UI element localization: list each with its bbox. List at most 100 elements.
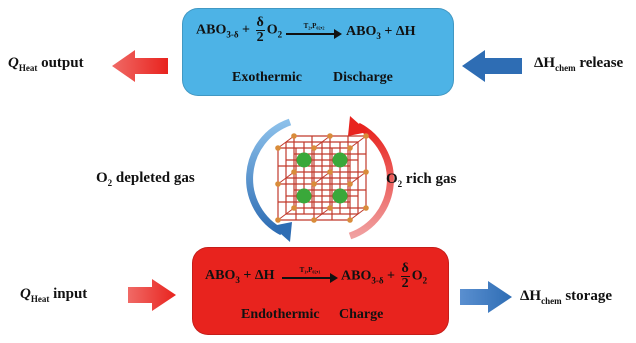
- discharge-plus: +: [242, 22, 250, 38]
- charge-process-label: Charge: [339, 307, 384, 322]
- q-input-text: input: [49, 286, 88, 302]
- discharge-equation: ABO3-δ + δ 2 O2: [196, 16, 282, 45]
- lattice-bond: [313, 135, 331, 149]
- depleted-text: depleted gas: [112, 170, 195, 186]
- discharge-arrowhead: [334, 29, 342, 39]
- q-output-sub: Heat: [18, 63, 38, 73]
- discharge-lhs: ABO: [196, 22, 227, 38]
- lattice-b-cation: [327, 169, 333, 175]
- discharge-rhs-sub: 3: [376, 30, 381, 41]
- q-output-symbol: Q: [8, 55, 19, 71]
- lattice-a-cation: [332, 188, 348, 204]
- charge-equation: ABO3 + ΔH: [205, 268, 275, 285]
- discharge-o2: O: [266, 22, 278, 38]
- lattice-bond: [277, 135, 295, 149]
- lattice-b-cation: [327, 205, 333, 211]
- lattice-bond: [349, 207, 367, 221]
- lattice-b-cation: [291, 205, 297, 211]
- discharge-product: ABO3 + ΔH: [346, 24, 416, 41]
- discharge-rhs: ABO: [346, 24, 377, 39]
- storage-symbol: ΔH: [520, 288, 542, 304]
- discharge-arrow-condition: T₂,P₀₂,₂: [303, 22, 325, 30]
- o2-depleted-gas-label: O2 depleted gas: [96, 170, 195, 188]
- lattice-a-cation: [332, 152, 348, 168]
- q-input-arrow: [128, 279, 176, 311]
- charge-reaction-arrow: [282, 277, 334, 279]
- charge-lhs-extra: + ΔH: [243, 268, 275, 283]
- q-input-symbol: Q: [20, 286, 31, 302]
- q-output-arrow: [112, 50, 168, 82]
- lattice-b-cation: [363, 205, 369, 211]
- lattice-b-cation: [363, 169, 369, 175]
- dh-chem-release-label: ΔHchem release: [534, 55, 623, 73]
- release-arrow: [462, 50, 522, 82]
- lattice-a-cation: [296, 152, 312, 168]
- lattice-b-cation: [363, 133, 369, 139]
- charge-o2-sub: 2: [422, 275, 428, 286]
- charge-frac-num: δ: [400, 261, 410, 277]
- rich-text: rich gas: [402, 171, 457, 187]
- charge-o2: O: [411, 268, 423, 284]
- lattice-bond: [277, 171, 295, 185]
- discharge-process-label: Discharge: [333, 70, 393, 85]
- lattice-b-cation: [347, 217, 353, 223]
- lattice-bond: [349, 135, 367, 149]
- release-sub: chem: [555, 63, 576, 73]
- lattice-b-cation: [291, 133, 297, 139]
- lattice-b-cation: [327, 133, 333, 139]
- charge-frac-den: 2: [401, 276, 409, 291]
- lattice-b-cation: [311, 217, 317, 223]
- charge-box: [192, 247, 449, 335]
- depleted-sub: 2: [107, 178, 113, 188]
- o2-rich-gas-label: O2 rich gas: [386, 171, 456, 189]
- dh-chem-storage-label: ΔHchem storage: [520, 288, 612, 306]
- crystal-icon: [275, 133, 369, 223]
- discharge-lhs-sub: 3-δ: [226, 29, 239, 40]
- charge-lhs-sub: 3: [235, 274, 240, 285]
- lattice-b-cation: [291, 169, 297, 175]
- charge-plus: +: [387, 268, 395, 284]
- depleted-o: O: [96, 170, 108, 186]
- storage-arrow: [460, 281, 512, 313]
- rich-sub: 2: [397, 179, 403, 189]
- release-text: release: [575, 55, 624, 71]
- lattice-b-cation: [275, 181, 281, 187]
- q-input-sub: Heat: [30, 294, 50, 304]
- rich-o: O: [386, 171, 398, 187]
- lattice-a-cation: [296, 188, 312, 204]
- lattice-bond: [313, 171, 331, 185]
- storage-sub: chem: [541, 296, 562, 306]
- discharge-reaction-arrow: [286, 33, 338, 35]
- charge-arrow-condition: T₁,P₀₂,₁: [299, 266, 321, 274]
- lattice-b-cation: [311, 181, 317, 187]
- lattice-b-cation: [275, 145, 281, 151]
- lattice-bond: [349, 171, 367, 185]
- charge-arrowhead: [330, 273, 338, 283]
- discharge-rhs-extra: + ΔH: [384, 24, 416, 39]
- cycle-icon: [246, 116, 394, 242]
- lattice-b-cation: [347, 181, 353, 187]
- charge-rhs: ABO: [341, 268, 372, 284]
- charge-lhs: ABO: [205, 268, 236, 283]
- q-heat-input-label: QHeat input: [20, 286, 87, 304]
- lattice-b-cation: [347, 145, 353, 151]
- discharge-box: [182, 8, 454, 96]
- lattice-bond: [277, 207, 295, 221]
- discharge-mode-label: Exothermic: [232, 70, 302, 85]
- charge-mode-label: Endothermic: [241, 307, 320, 322]
- charge-rhs-sub: 3-δ: [371, 275, 384, 286]
- lattice-bond: [313, 207, 331, 221]
- storage-text: storage: [561, 288, 612, 304]
- q-heat-output-label: QHeat output: [8, 55, 84, 73]
- lattice-b-cation: [311, 145, 317, 151]
- charge-product: ABO3-δ + δ 2 O2: [341, 262, 427, 291]
- discharge-frac-num: δ: [255, 15, 265, 31]
- discharge-frac-den: 2: [256, 30, 264, 45]
- release-symbol: ΔH: [534, 55, 556, 71]
- lattice-b-cation: [275, 217, 281, 223]
- q-output-text: output: [37, 55, 84, 71]
- discharge-o2-sub: 2: [277, 29, 283, 40]
